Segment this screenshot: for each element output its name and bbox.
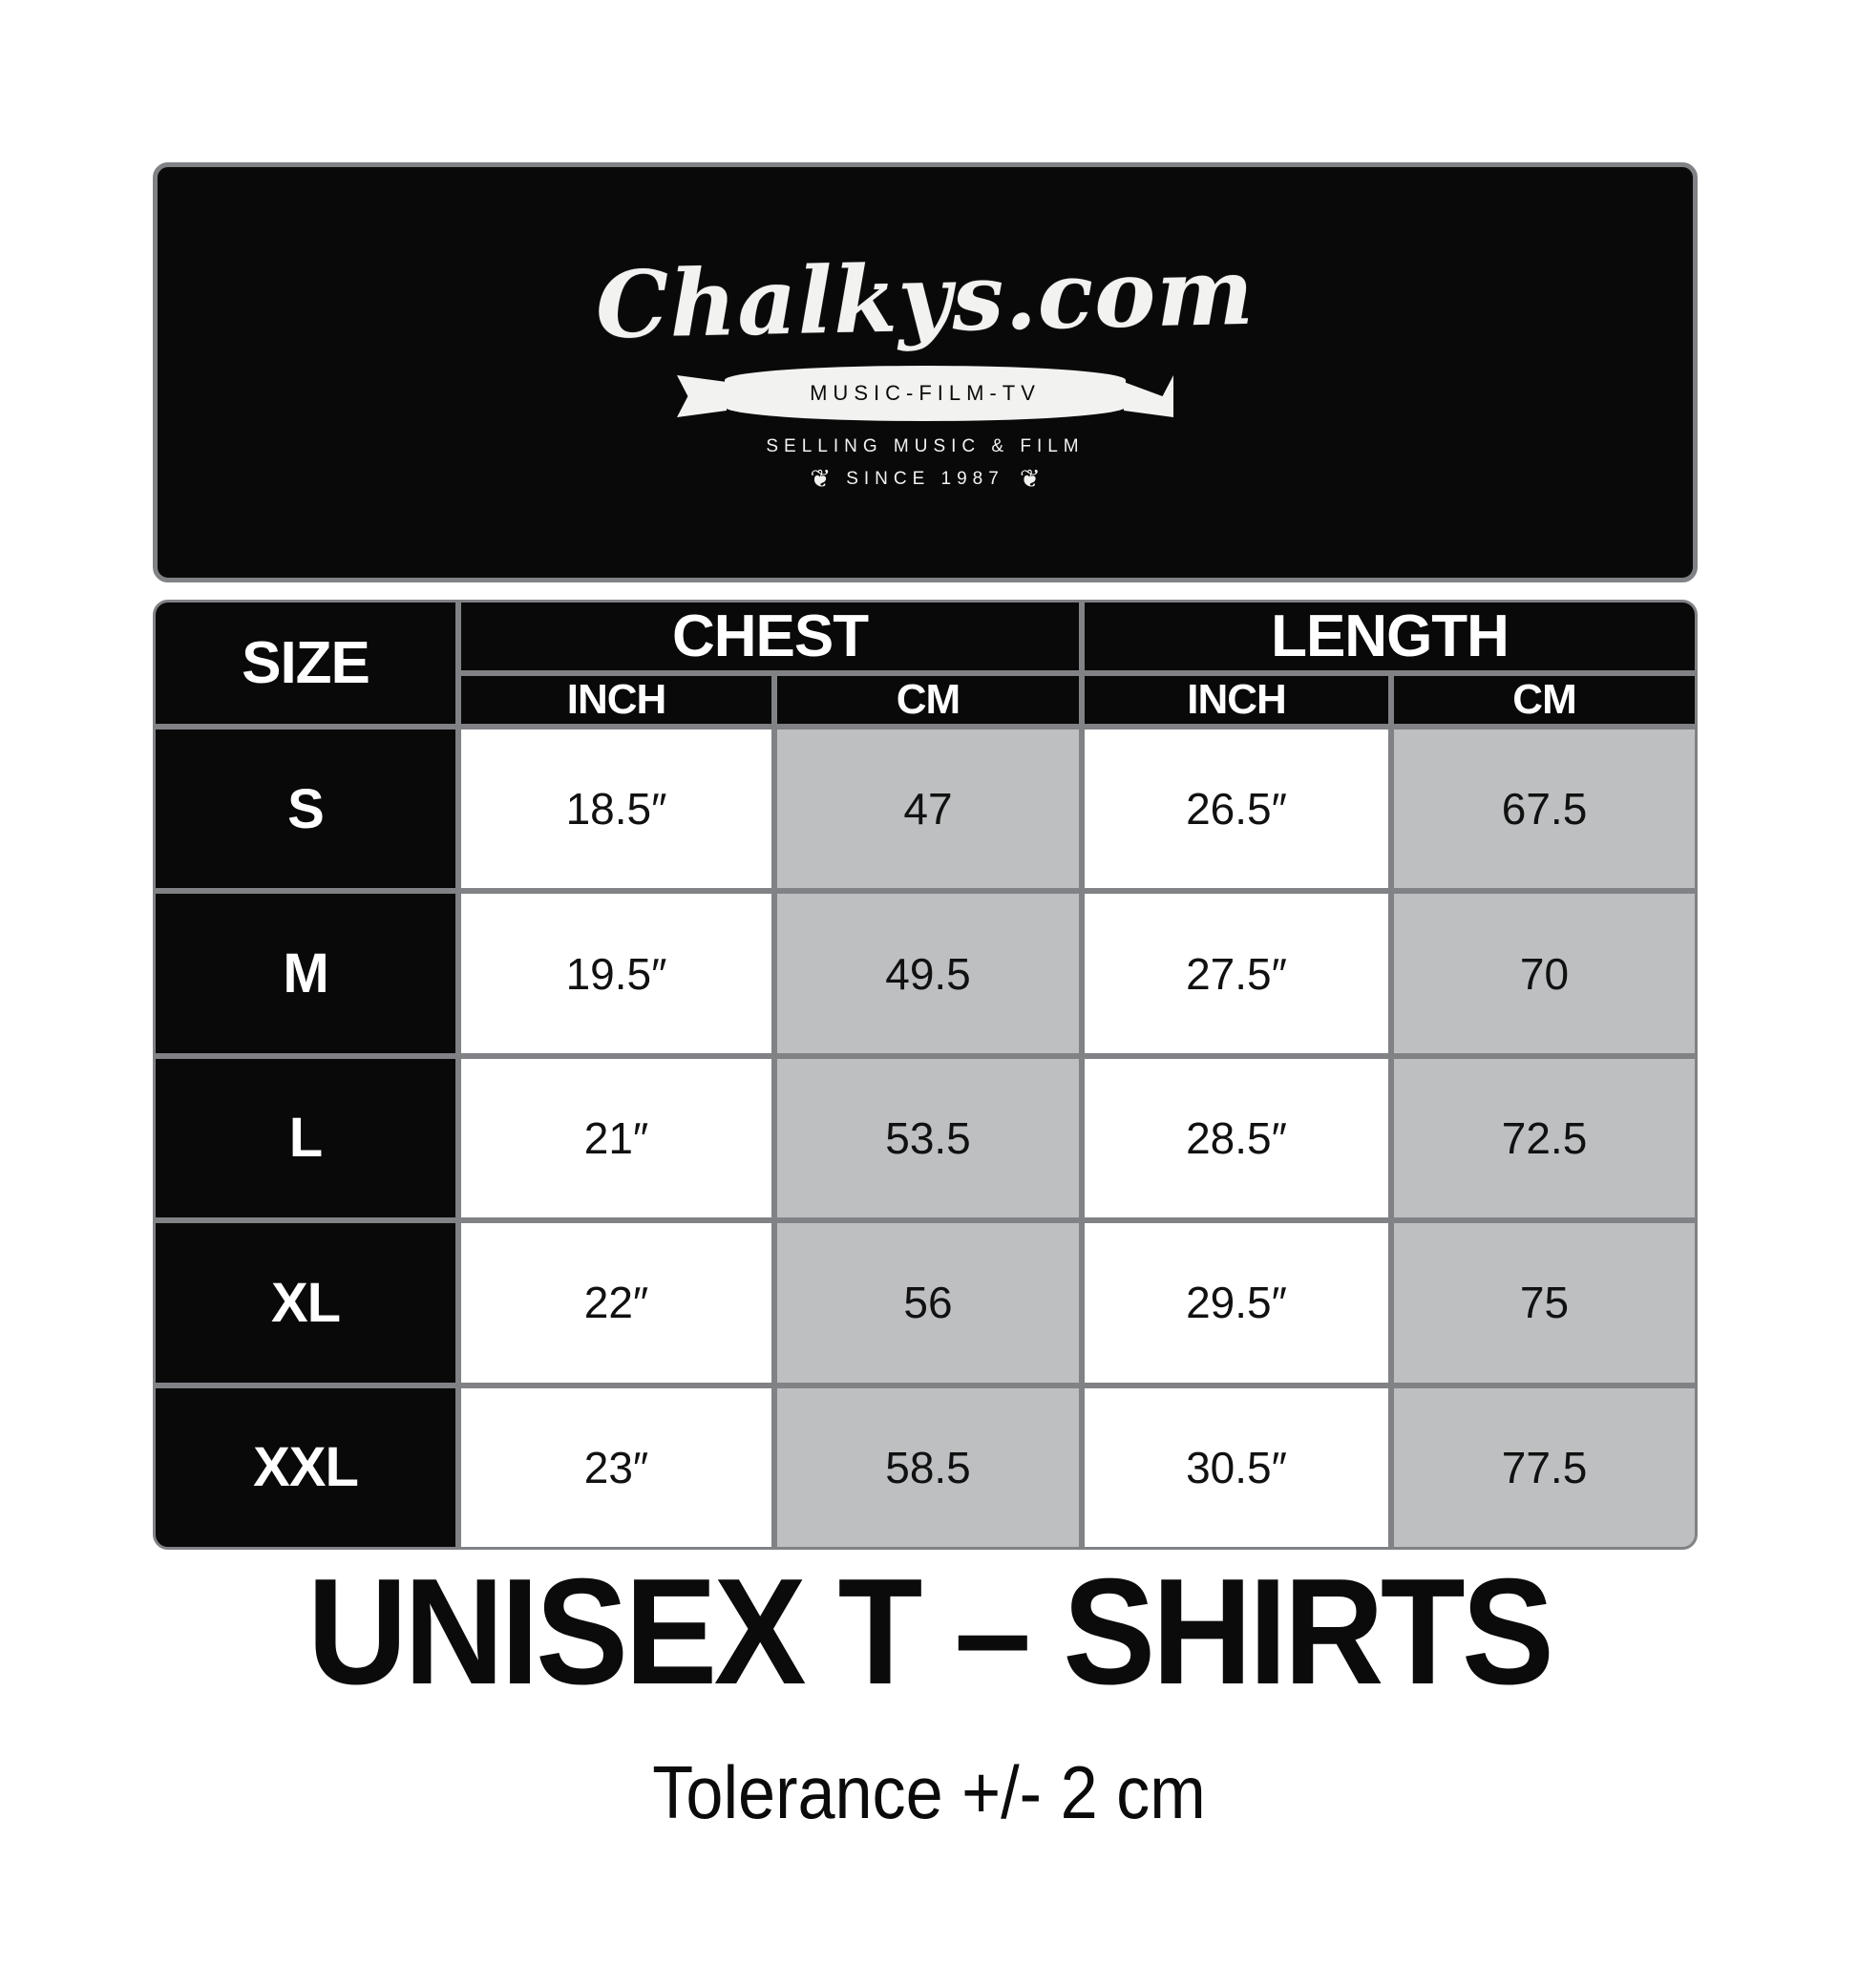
size-chart-table: SIZE CHEST LENGTH INCH CM INCH CM S 18.5…	[153, 600, 1699, 1550]
header-group-length: LENGTH	[1082, 600, 1699, 673]
row-size-label: XXL	[153, 1385, 458, 1550]
cell-length-inch: 27.5″	[1082, 891, 1392, 1056]
header-size: SIZE	[153, 600, 458, 727]
banner-tail-left-icon	[677, 375, 727, 417]
flourish-left-icon: ❦	[810, 465, 832, 494]
cell-chest-inch: 21″	[458, 1055, 774, 1221]
header-chest-inch: INCH	[458, 673, 774, 727]
cell-chest-cm: 47	[774, 727, 1083, 892]
banner-body: MUSIC-FILM-TV	[725, 366, 1126, 421]
cell-chest-cm: 53.5	[774, 1055, 1083, 1221]
table-row: XL 22″ 56 29.5″ 75	[153, 1220, 1699, 1385]
brand-logo-panel: Chalkys.com MUSIC-FILM-TV SELLING MUSIC …	[153, 162, 1698, 582]
brand-banner: MUSIC-FILM-TV	[677, 364, 1173, 423]
row-size-label: L	[153, 1055, 458, 1221]
row-size-label: S	[153, 727, 458, 892]
cell-chest-cm: 49.5	[774, 891, 1083, 1056]
header-length-inch: INCH	[1082, 673, 1392, 727]
table-row: XXL 23″ 58.5 30.5″ 77.5	[153, 1385, 1699, 1550]
table-header-row-units: INCH CM INCH CM	[153, 673, 1699, 727]
brand-logo-inner: Chalkys.com MUSIC-FILM-TV SELLING MUSIC …	[158, 167, 1693, 578]
cell-length-inch: 29.5″	[1082, 1220, 1392, 1385]
header-chest-cm: CM	[774, 673, 1083, 727]
brand-name: Chalkys.com	[595, 237, 1256, 360]
header-length-cm: CM	[1391, 673, 1699, 727]
cell-chest-inch: 23″	[458, 1385, 774, 1550]
table-header-row-groups: SIZE CHEST LENGTH	[153, 600, 1699, 727]
banner-tail-right-icon	[1124, 375, 1173, 417]
flourish-right-icon: ❦	[1019, 465, 1041, 494]
brand-since: SINCE 1987	[846, 469, 1004, 489]
cell-chest-inch: 19.5″	[458, 891, 774, 1056]
table-row: L 21″ 53.5 28.5″ 72.5	[153, 1055, 1699, 1221]
cell-length-cm: 72.5	[1391, 1055, 1699, 1221]
product-title: UNISEX T – SHIRTS	[306, 1548, 1554, 1716]
header-group-chest: CHEST	[458, 600, 1083, 673]
cell-length-cm: 75	[1391, 1220, 1699, 1385]
cell-chest-inch: 18.5″	[458, 727, 774, 892]
table-row: S 18.5″ 47 26.5″ 67.5	[153, 727, 1699, 892]
cell-chest-inch: 22″	[458, 1220, 774, 1385]
cell-length-inch: 26.5″	[1082, 727, 1392, 892]
cell-chest-cm: 58.5	[774, 1385, 1083, 1550]
banner-text: MUSIC-FILM-TV	[810, 381, 1041, 405]
cell-length-cm: 67.5	[1391, 727, 1699, 892]
table-row: M 19.5″ 49.5 27.5″ 70	[153, 891, 1699, 1056]
tolerance-note: Tolerance +/- 2 cm	[652, 1750, 1206, 1834]
row-size-label: XL	[153, 1220, 458, 1385]
cell-chest-cm: 56	[774, 1220, 1083, 1385]
row-size-label: M	[153, 891, 458, 1056]
cell-length-inch: 28.5″	[1082, 1055, 1392, 1221]
cell-length-inch: 30.5″	[1082, 1385, 1392, 1550]
cell-length-cm: 77.5	[1391, 1385, 1699, 1550]
brand-since-row: ❦ SINCE 1987 ❦	[810, 467, 1040, 492]
cell-length-cm: 70	[1391, 891, 1699, 1056]
brand-tagline: SELLING MUSIC & FILM	[766, 436, 1085, 456]
